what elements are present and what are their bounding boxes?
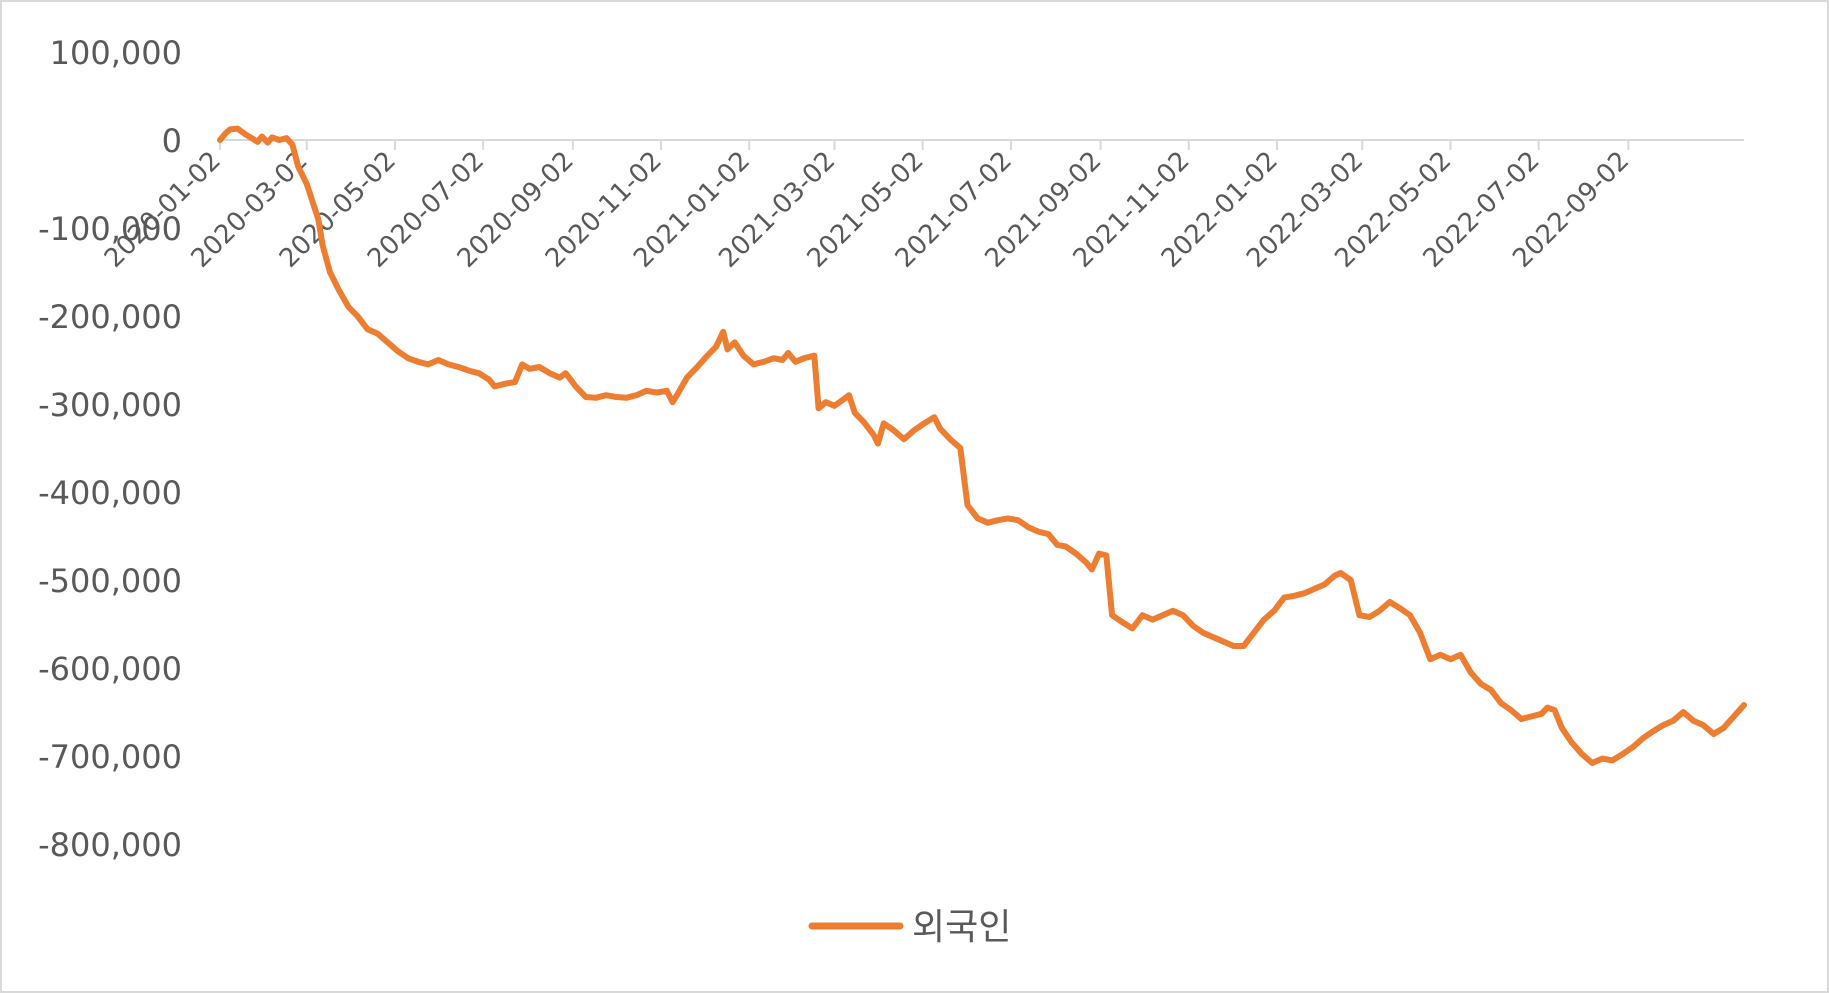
y-tick-label: -700,000: [38, 738, 182, 776]
y-tick-label: -200,000: [38, 298, 182, 336]
y-tick-label: 100,000: [50, 34, 182, 72]
legend: 외국인: [808, 907, 1011, 948]
y-tick-label: -600,000: [38, 650, 182, 688]
y-tick-label: -800,000: [38, 826, 182, 864]
series-layer: [217, 125, 1747, 766]
y-tick-label: -100,000: [38, 210, 182, 248]
y-tick-label: 0: [162, 122, 182, 160]
legend-label: 외국인: [912, 907, 1011, 948]
y-tick-label: -300,000: [38, 386, 182, 424]
series-line: [217, 125, 1747, 766]
y-tick-label: -500,000: [38, 562, 182, 600]
x-axis-ticks: 2020-01-022020-03-022020-05-022020-07-02…: [99, 140, 1635, 274]
y-axis-labels: 100,000 0 -100,000 -200,000 -300,000 -400,000…: [38, 34, 182, 864]
y-tick-label: -400,000: [38, 474, 182, 512]
